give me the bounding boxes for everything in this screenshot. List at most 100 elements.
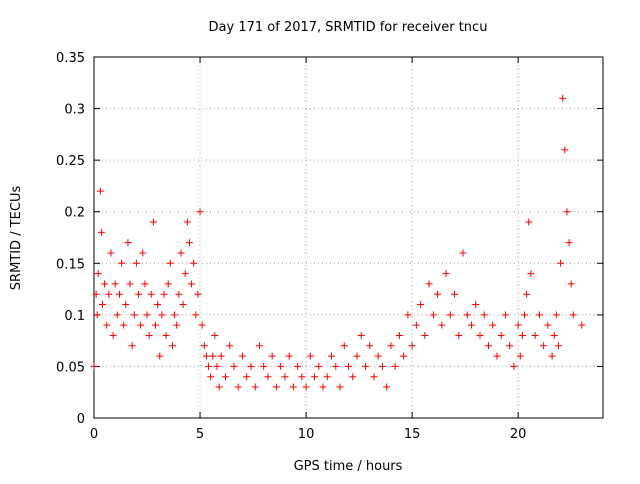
data-point — [175, 290, 183, 298]
data-point — [391, 362, 399, 370]
data-point — [190, 259, 198, 267]
data-point — [215, 383, 223, 391]
data-point — [383, 383, 391, 391]
data-point — [294, 362, 302, 370]
data-point — [93, 311, 101, 319]
data-point — [156, 352, 164, 360]
data-point — [226, 342, 234, 350]
data-point — [124, 239, 132, 247]
data-point — [289, 383, 297, 391]
data-point — [550, 331, 558, 339]
data-point — [137, 321, 145, 329]
data-point — [198, 321, 206, 329]
data-point — [506, 342, 514, 350]
data-point — [421, 331, 429, 339]
data-point — [281, 373, 289, 381]
data-point — [501, 311, 509, 319]
data-point — [105, 290, 113, 298]
data-point — [459, 249, 467, 257]
data-point — [139, 249, 147, 257]
data-point — [98, 301, 106, 309]
data-point — [387, 342, 395, 350]
y-tick-label: 0.15 — [56, 257, 85, 272]
data-point — [285, 352, 293, 360]
data-point — [162, 331, 170, 339]
data-point — [213, 362, 221, 370]
x-tick-label: 10 — [298, 427, 315, 442]
data-point — [152, 321, 160, 329]
data-point — [523, 290, 531, 298]
data-point — [361, 362, 369, 370]
x-tick-label: 0 — [90, 427, 98, 442]
y-tick-label: 0.1 — [64, 309, 85, 324]
data-point — [128, 342, 136, 350]
data-point — [567, 280, 575, 288]
data-point — [565, 239, 573, 247]
data-point — [147, 290, 155, 298]
data-point — [370, 373, 378, 381]
grid-lines — [94, 57, 603, 418]
data-point — [122, 301, 130, 309]
data-point — [185, 239, 193, 247]
data-point — [164, 280, 172, 288]
data-point — [272, 383, 280, 391]
y-axis-label: SRMTID / TECUs — [9, 186, 24, 291]
data-point — [251, 383, 259, 391]
data-point — [135, 290, 143, 298]
data-point — [277, 362, 285, 370]
data-point — [183, 218, 191, 226]
data-point — [472, 301, 480, 309]
data-point — [96, 187, 104, 195]
data-point — [118, 259, 126, 267]
data-point — [160, 290, 168, 298]
data-point — [302, 383, 310, 391]
data-point — [196, 208, 204, 216]
data-point — [111, 280, 119, 288]
data-point — [319, 383, 327, 391]
x-tick-label: 15 — [404, 427, 421, 442]
data-point — [561, 146, 569, 154]
data-point — [497, 331, 505, 339]
data-point — [207, 373, 215, 381]
data-point — [404, 311, 412, 319]
data-point — [109, 331, 117, 339]
y-tick-label: 0.05 — [56, 360, 85, 375]
data-point — [173, 321, 181, 329]
data-point — [544, 321, 552, 329]
data-point — [238, 352, 246, 360]
data-point — [141, 280, 149, 288]
plot-frame — [93, 56, 604, 419]
data-point — [548, 352, 556, 360]
data-point — [328, 352, 336, 360]
data-point — [484, 342, 492, 350]
data-point — [306, 352, 314, 360]
data-point — [552, 311, 560, 319]
data-point — [323, 373, 331, 381]
data-point — [349, 373, 357, 381]
data-point — [408, 342, 416, 350]
data-point — [230, 362, 238, 370]
data-point — [221, 373, 229, 381]
data-point — [168, 342, 176, 350]
data-point — [516, 352, 524, 360]
data-point — [166, 259, 174, 267]
data-point — [521, 311, 529, 319]
data-point — [192, 311, 200, 319]
data-point — [518, 331, 526, 339]
data-point — [442, 270, 450, 278]
data-point — [569, 311, 577, 319]
data-point — [468, 321, 476, 329]
data-point — [493, 352, 501, 360]
data-point — [315, 362, 323, 370]
data-point — [264, 373, 272, 381]
data-point — [211, 331, 219, 339]
y-tick-label: 0.25 — [56, 154, 85, 169]
data-point — [446, 311, 454, 319]
data-point — [332, 362, 340, 370]
data-point — [120, 321, 128, 329]
data-point — [557, 259, 565, 267]
data-point — [425, 280, 433, 288]
data-point — [510, 362, 518, 370]
data-point — [255, 342, 263, 350]
axis-ticks: 0 0.05 0.1 0.15 0.2 0.25 0.3 0.35 0 5 10 15 20 — [56, 51, 603, 442]
